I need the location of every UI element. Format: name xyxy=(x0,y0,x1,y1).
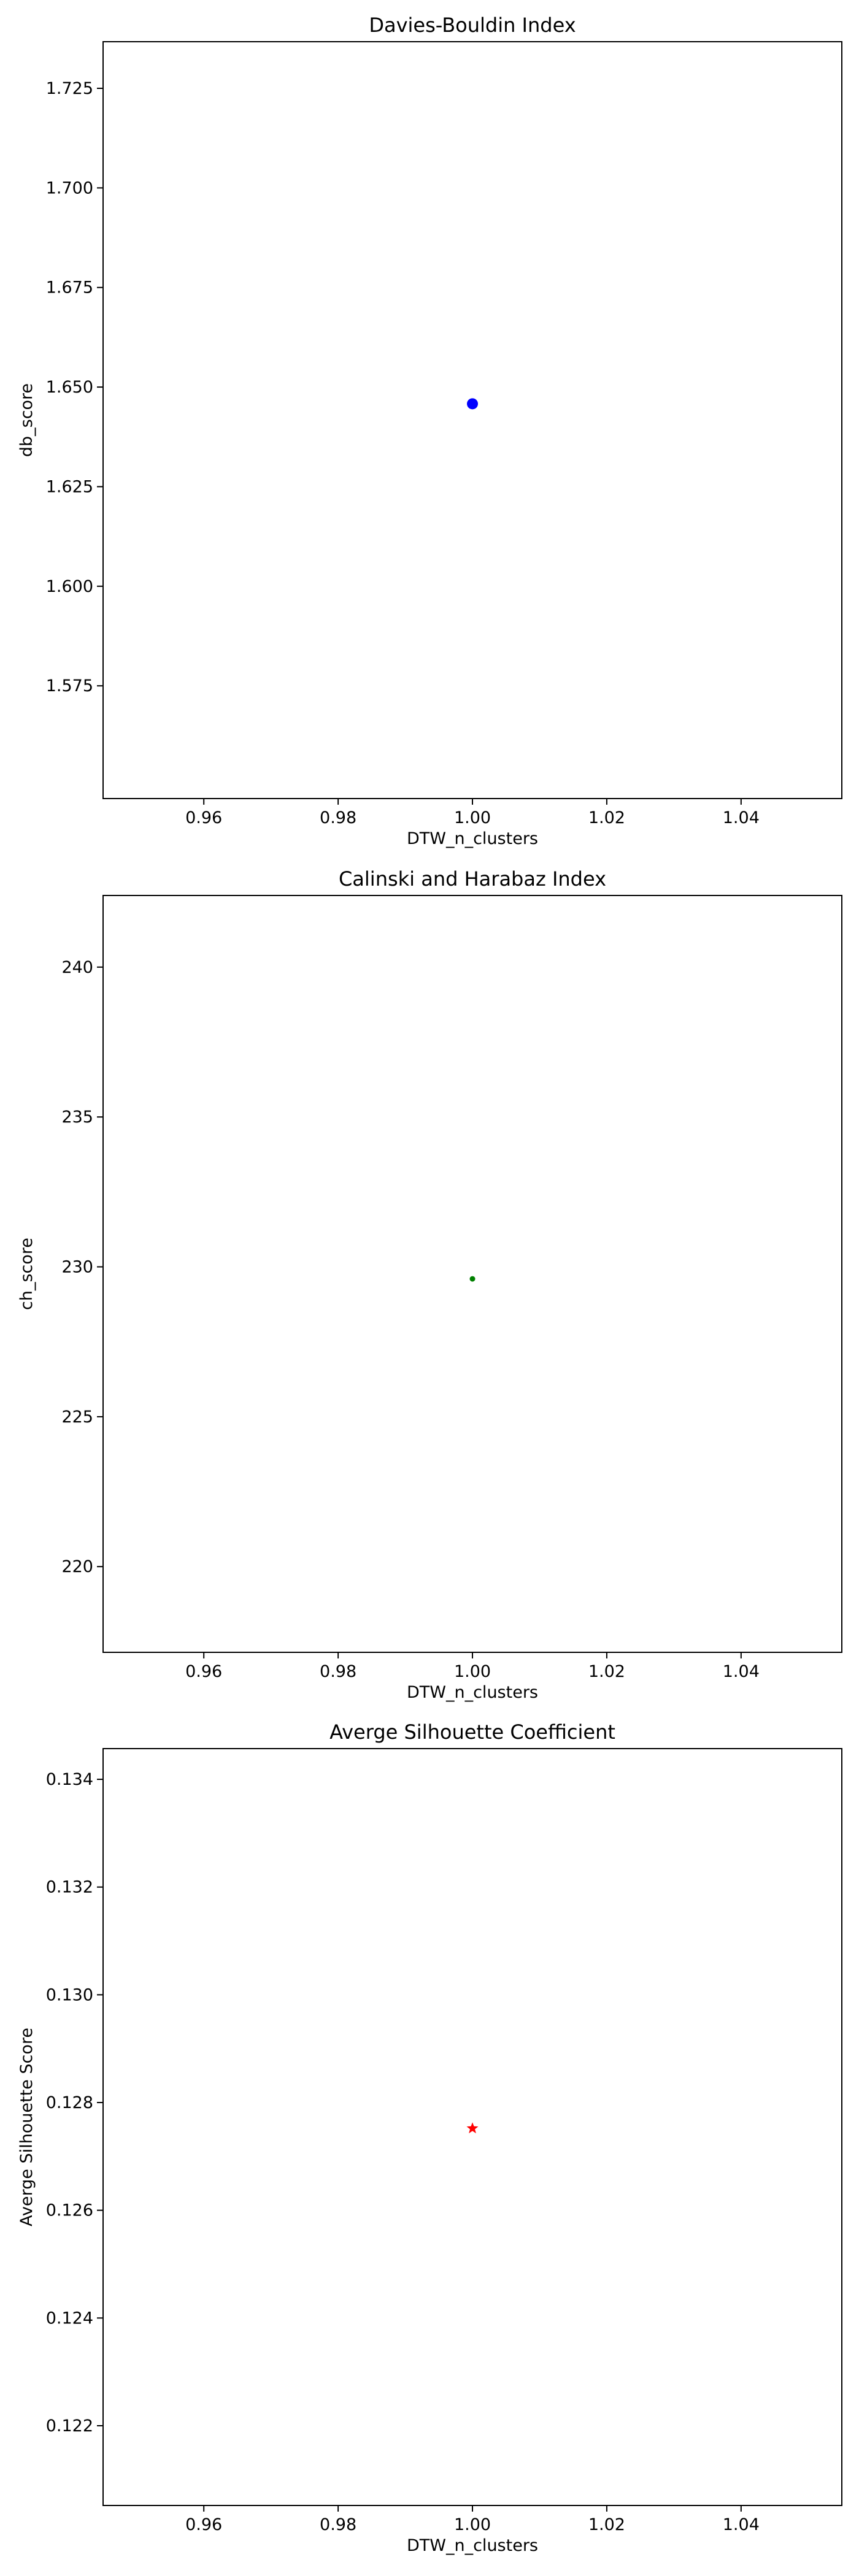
plot-frame xyxy=(102,1748,842,2506)
data-point xyxy=(469,1276,476,1282)
y-tick-label: 0.126 xyxy=(46,2201,93,2220)
data-point xyxy=(466,2122,479,2134)
y-tick-label: 1.625 xyxy=(46,477,93,496)
x-tick-label: 0.98 xyxy=(320,2515,356,2534)
chart-title: Davies-Bouldin Index xyxy=(369,13,576,37)
chart-1: Davies-Bouldin Index 0.96 0.98 1.00 1.02 1.04… xyxy=(17,13,842,848)
x-tick-label: 0.96 xyxy=(185,2515,222,2534)
x-tick-label: 1.00 xyxy=(454,808,491,827)
y-tick-label: 1.600 xyxy=(46,577,93,596)
y-tick-label: 240 xyxy=(61,958,93,977)
y-tick-label: 1.650 xyxy=(46,378,93,397)
y-tick-label: 0.132 xyxy=(46,1878,93,1897)
y-axis-label: ch_score xyxy=(17,1238,36,1310)
x-tick-label: 1.02 xyxy=(588,808,625,827)
y-tick-label: 230 xyxy=(61,1258,93,1277)
y-axis-label: Averge Silhouette Score xyxy=(17,2028,36,2226)
x-tick-label: 0.96 xyxy=(185,1662,222,1681)
x-tick-label: 1.00 xyxy=(454,1662,491,1681)
y-tick-label: 1.675 xyxy=(46,278,93,297)
y-tick-label: 0.130 xyxy=(46,1985,93,2004)
x-axis-label: DTW_n_clusters xyxy=(407,829,538,848)
y-tick-label: 0.134 xyxy=(46,1770,93,1789)
y-tick-label: 0.122 xyxy=(46,2417,93,2436)
x-tick-label: 1.02 xyxy=(588,1662,625,1681)
x-tick-label: 0.98 xyxy=(320,1662,356,1681)
plot-frame xyxy=(102,895,842,1653)
y-tick-label: 235 xyxy=(61,1108,93,1127)
y-tick-label: 1.725 xyxy=(46,79,93,98)
x-tick-label: 1.02 xyxy=(588,2515,625,2534)
x-axis-label: DTW_n_clusters xyxy=(407,1683,538,1702)
x-tick-label: 1.04 xyxy=(723,808,760,827)
data-point xyxy=(467,398,478,410)
y-tick-label: 1.700 xyxy=(46,178,93,197)
chart-title: Calinski and Harabaz Index xyxy=(339,867,606,891)
x-tick-label: 0.98 xyxy=(320,808,356,827)
y-tick-label: 220 xyxy=(61,1557,93,1576)
x-tick-label: 1.04 xyxy=(723,1662,760,1681)
chart-3: Averge Silhouette Coefficient 0.96 0.98 1.0… xyxy=(17,1720,842,2555)
chart-title: Averge Silhouette Coefficient xyxy=(329,1720,615,1744)
y-tick-label: 0.124 xyxy=(46,2309,93,2328)
chart-2: Calinski and Harabaz Index 0.96 0.98 1.00 1.… xyxy=(17,867,842,1702)
x-tick-label: 1.04 xyxy=(723,2515,760,2534)
y-axis-label: db_score xyxy=(17,383,36,457)
y-tick-label: 1.575 xyxy=(46,677,93,696)
y-tick-label: 225 xyxy=(61,1408,93,1427)
x-axis-label: DTW_n_clusters xyxy=(407,2536,538,2555)
x-tick-label: 1.00 xyxy=(454,2515,491,2534)
y-tick-label: 0.128 xyxy=(46,2093,93,2112)
plot-frame xyxy=(102,41,842,799)
x-tick-label: 0.96 xyxy=(185,808,222,827)
